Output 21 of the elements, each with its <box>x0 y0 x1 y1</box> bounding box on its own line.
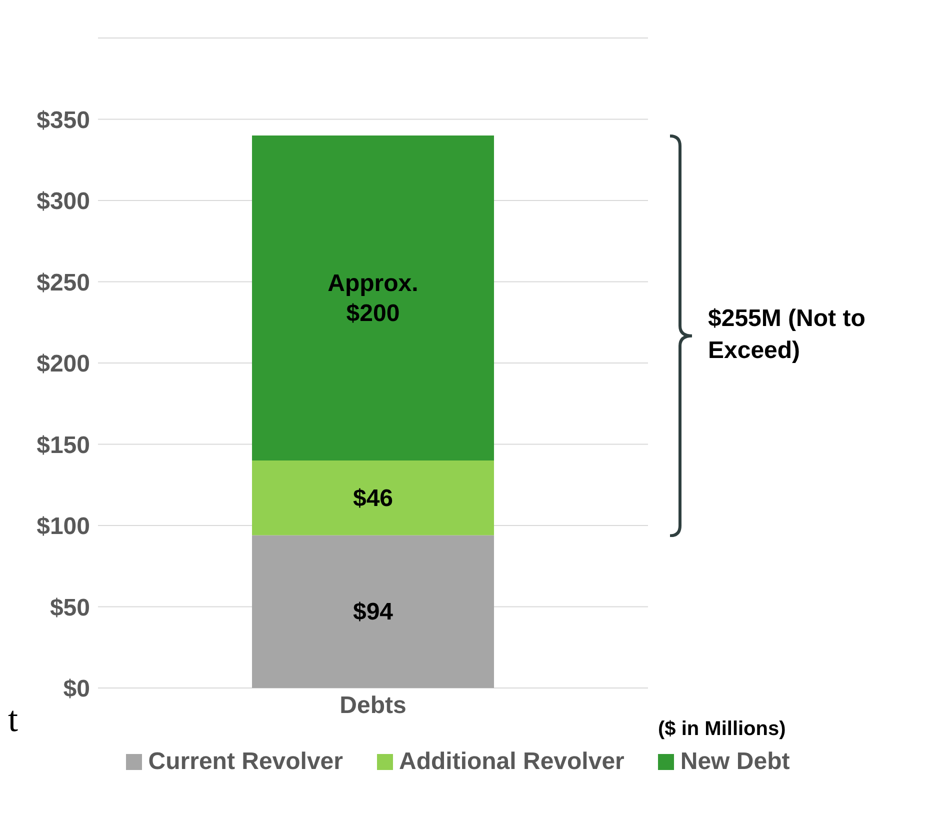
data-label: Approx. $200 <box>328 270 418 326</box>
y-tick-label: $0 <box>63 676 90 703</box>
data-label: $46 <box>352 484 394 512</box>
legend-label: Current Revolver <box>148 748 343 776</box>
legend-label: New Debt <box>680 748 790 776</box>
y-tick-label: $350 <box>36 106 90 134</box>
bar <box>252 535 494 688</box>
y-tick-label: $150 <box>36 432 90 459</box>
bar <box>252 136 494 460</box>
legend-label: Additional Revolver <box>399 748 624 776</box>
y-tick-label: $200 <box>36 350 90 378</box>
text: $255M (Not to Exceed) <box>708 304 866 366</box>
data-label: $94 <box>352 598 394 626</box>
text: t <box>8 698 18 740</box>
y-tick-label: $100 <box>36 513 90 540</box>
y-tick-label: $300 <box>36 188 90 216</box>
text: ($ in Millions) <box>658 718 786 741</box>
y-tick-label: $50 <box>50 594 90 622</box>
bar <box>252 460 494 536</box>
x-tick-label: Debts <box>340 692 406 720</box>
y-tick-label: $250 <box>36 269 90 296</box>
